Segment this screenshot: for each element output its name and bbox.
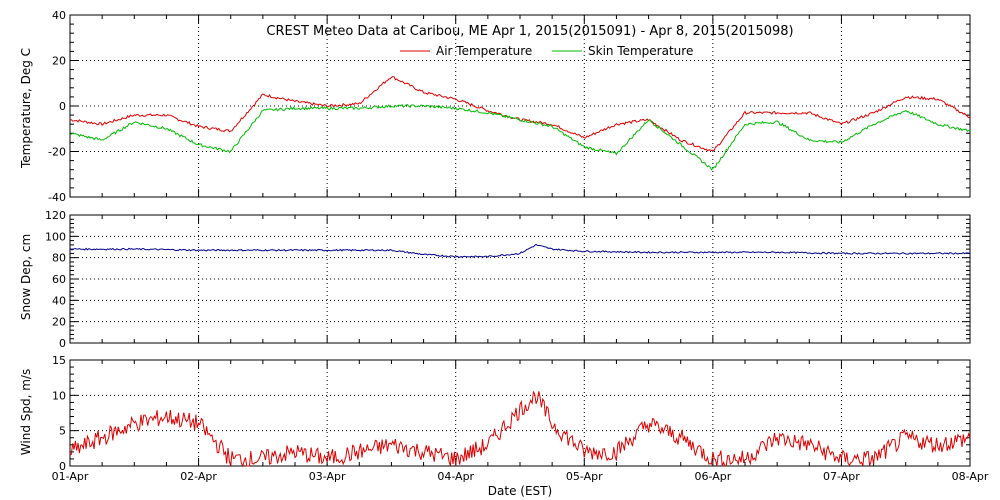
x-tick-label: 05-Apr <box>566 470 603 483</box>
legend: Air Temperature Skin Temperature <box>400 44 693 58</box>
series-line-skin-temperature <box>69 103 971 171</box>
y-tick-label: 60 <box>52 273 66 286</box>
y-tick-label: 0 <box>59 337 66 350</box>
x-tick-label: 06-Apr <box>694 470 731 483</box>
series-line-air-temperature <box>70 75 971 152</box>
y-tick-label: -40 <box>48 191 66 204</box>
wind-speed-panel: 0 5 10 15 01-Apr 02-Apr 03-Apr 04-Apr 05-Apr 06-A… <box>52 354 989 483</box>
y-tick-label: 20 <box>52 316 66 329</box>
snow-depth-panel: 0 20 40 60 80 100 120 <box>45 209 971 350</box>
y-tick-label: 40 <box>52 294 66 307</box>
y-tick-label: 10 <box>52 389 66 402</box>
x-tick-label: 04-Apr <box>437 470 474 483</box>
y-tick-label: 5 <box>59 425 66 438</box>
x-tick-label: 02-Apr <box>180 470 217 483</box>
y-tick-label: 120 <box>45 209 66 222</box>
x-axis-title: Date (EST) <box>488 484 552 498</box>
y-tick-label: 15 <box>52 354 66 367</box>
y-tick-label: 40 <box>52 9 66 22</box>
x-tick-label: 08-Apr <box>952 470 989 483</box>
y-tick-label: 0 <box>59 460 66 473</box>
x-tick-label: 01-Apr <box>52 470 89 483</box>
x-tick-label: 03-Apr <box>309 470 346 483</box>
y-tick-label: 0 <box>59 100 66 113</box>
x-tick-label: 07-Apr <box>823 470 860 483</box>
series-line-panel-wind-0 <box>69 390 971 468</box>
y-tick-label: -20 <box>48 146 66 159</box>
wind-axis-title: Wind Spd, m/s <box>19 369 33 455</box>
snow-axis-title: Snow Dep, cm <box>19 234 33 320</box>
y-tick-label: 80 <box>52 252 66 265</box>
chart-title: CREST Meteo Data at Caribou, ME Apr 1, 2… <box>266 24 793 39</box>
temperature-panel: -40 -20 0 20 40 <box>48 9 971 204</box>
legend-label-air: Air Temperature <box>436 44 532 58</box>
legend-label-skin: Skin Temperature <box>588 44 693 58</box>
y-tick-label: 100 <box>45 230 66 243</box>
series-line-panel-snow-0 <box>69 243 971 258</box>
y-tick-label: 20 <box>52 55 66 68</box>
temperature-axis-title: Temperature, Deg C <box>19 48 33 169</box>
plot-frame <box>69 359 971 467</box>
